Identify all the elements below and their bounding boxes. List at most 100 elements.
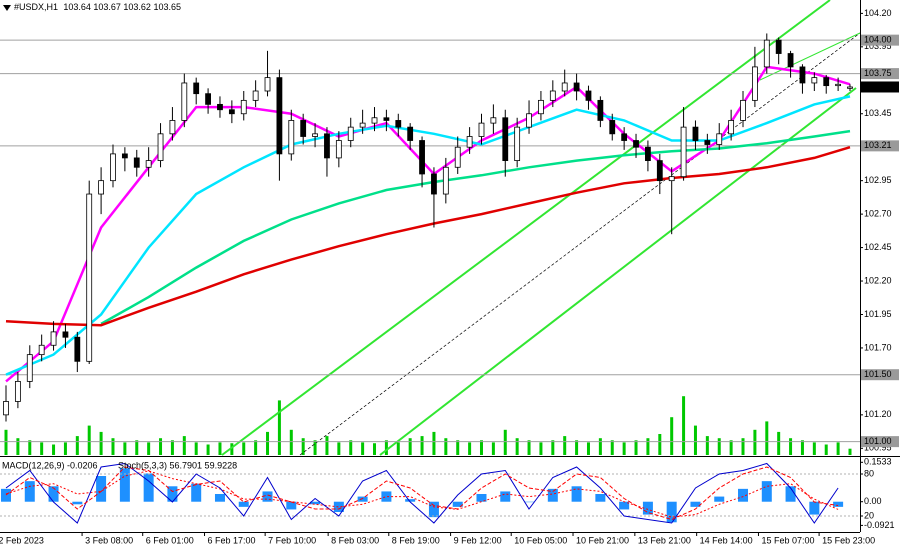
candle-body [62, 331, 69, 338]
y-tick-label: 101.70 [864, 342, 892, 352]
candle-body [324, 133, 330, 159]
x-tick-label: 6 Feb 17:00 [208, 535, 256, 545]
y-tick-label: 102.45 [864, 242, 892, 252]
candle-body [680, 126, 687, 178]
volume-bar [396, 442, 400, 455]
candle-body [264, 77, 271, 92]
level-label-box [861, 369, 899, 381]
collapse-icon[interactable] [3, 5, 11, 11]
macd-bar [143, 473, 154, 502]
volume-bar [325, 436, 329, 455]
stoch-signal [5, 466, 839, 521]
candle-body [145, 160, 152, 168]
channel-lower [379, 87, 857, 456]
macd-bar [333, 501, 344, 512]
volume-bar [765, 421, 769, 455]
level-label-box [861, 436, 899, 448]
macd-bar [690, 501, 701, 507]
volume-bar [99, 431, 103, 455]
candle-body [26, 354, 33, 382]
symbol: #USDX,H1 [14, 2, 58, 12]
stoch-main [5, 462, 839, 524]
level-label: 103.21 [864, 140, 892, 150]
candle-body [86, 193, 93, 362]
volume-bar [812, 442, 816, 455]
y-tick-label: 102.20 [864, 275, 892, 285]
candle-body [193, 82, 200, 95]
volume-bar [527, 440, 531, 455]
candle-body [205, 93, 211, 105]
candle-body [288, 120, 295, 155]
candle-body [704, 140, 711, 145]
volume-bar [824, 444, 828, 455]
volume-bar [646, 438, 650, 455]
channel-median [299, 32, 861, 456]
macd-bar [619, 501, 630, 510]
macd-bar [72, 501, 83, 505]
volume-bar [539, 442, 543, 455]
candle-body [240, 99, 247, 115]
candle-body [121, 153, 128, 159]
candle-body [585, 90, 592, 101]
candle-body [395, 120, 402, 128]
macd-bar [642, 501, 653, 515]
candle-body [502, 117, 509, 161]
volume-bar [610, 440, 614, 455]
volume-bar [741, 438, 745, 455]
volume-bar [634, 440, 638, 455]
volume-bar [254, 440, 258, 455]
macd-bar [286, 501, 297, 510]
candle-body [538, 99, 544, 115]
volume-bar [361, 442, 365, 455]
x-tick-label: 8 Feb 03:00 [331, 535, 379, 545]
candle-body [407, 126, 414, 141]
y-tick-label: 0.00 [864, 496, 882, 506]
macd-label: MACD(12,26,9) -0.0206 [2, 460, 98, 470]
candle-body [14, 380, 21, 402]
candle-body [823, 77, 830, 87]
macd-bar [738, 488, 749, 502]
x-tick-label: 15 Feb 23:00 [822, 535, 875, 545]
volume-bar [491, 442, 495, 455]
macd-bar [405, 499, 416, 502]
macd-bar [666, 501, 677, 523]
volume-bar [717, 438, 721, 455]
volume-bar [4, 429, 8, 455]
x-tick-label: 13 Feb 21:00 [638, 535, 691, 545]
x-tick-label: 10 Feb 05:00 [514, 535, 567, 545]
x-tick-label: 10 Feb 21:00 [576, 535, 629, 545]
y-tick-label: -0.0921 [864, 520, 895, 530]
channel-inner [759, 32, 861, 81]
volume-bar [408, 438, 412, 455]
volume-bar [551, 440, 555, 455]
candle-body [573, 82, 580, 92]
volume-bar [373, 443, 377, 455]
candle-body [157, 133, 164, 161]
candle-body [526, 113, 532, 128]
volume-bar [75, 436, 79, 455]
candle-body [763, 39, 770, 68]
volume-bar [586, 442, 590, 455]
volume-bar [575, 440, 579, 455]
level-label: 103.75 [864, 68, 892, 78]
candle-body [847, 86, 853, 89]
volume-bar [432, 431, 436, 455]
candle-body [811, 77, 818, 84]
candle-body [300, 120, 307, 137]
macd-bar [500, 491, 511, 502]
macd-bar [785, 486, 796, 502]
macd-bar [191, 483, 202, 502]
candle-body [728, 120, 735, 135]
y2-tick-label: 80 [864, 468, 874, 478]
volume-bar [266, 431, 270, 455]
volume-bar [111, 438, 115, 455]
volume-bar [63, 442, 67, 455]
x-tick-label: 14 Feb 14:00 [700, 535, 753, 545]
macd-bar [119, 468, 130, 502]
candle-body [347, 126, 354, 141]
candle-body [335, 140, 342, 159]
volume-bar [468, 442, 472, 455]
volume-bar [836, 442, 840, 455]
macd-bar [1, 488, 11, 502]
